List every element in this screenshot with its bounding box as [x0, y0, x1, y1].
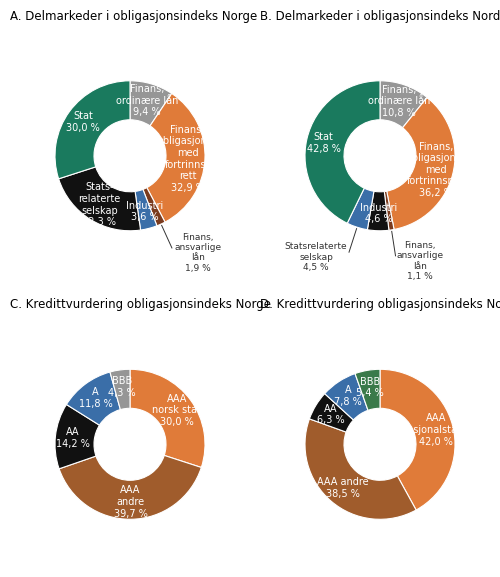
Text: BBB
5,4 %: BBB 5,4 % — [356, 377, 384, 398]
Text: Finans,
ansvarlige
lån
1,1 %: Finans, ansvarlige lån 1,1 % — [396, 241, 444, 281]
Text: BBB
4,3 %: BBB 4,3 % — [108, 376, 136, 398]
Wedge shape — [143, 188, 165, 226]
Text: A
11,8 %: A 11,8 % — [78, 387, 112, 409]
Text: AA
14,2 %: AA 14,2 % — [56, 427, 90, 448]
Wedge shape — [66, 372, 120, 425]
Wedge shape — [59, 455, 202, 519]
Wedge shape — [384, 191, 394, 230]
Text: AAA andre
38,5 %: AAA andre 38,5 % — [316, 477, 368, 499]
Wedge shape — [305, 81, 380, 223]
Wedge shape — [380, 81, 427, 128]
Wedge shape — [386, 98, 455, 230]
Text: Statsrelaterte
selskap
4,5 %: Statsrelaterte selskap 4,5 % — [285, 242, 348, 272]
Text: Stats-
relaterte
selskap
22,3 %: Stats- relaterte selskap 22,3 % — [78, 182, 120, 227]
Text: Finans,
ordinære lån
10,8 %: Finans, ordinære lån 10,8 % — [368, 85, 430, 118]
Wedge shape — [355, 369, 380, 410]
Wedge shape — [310, 394, 354, 432]
Text: D. Kredittvurdering obligasjonsindeks Norden: D. Kredittvurdering obligasjonsindeks No… — [260, 298, 500, 312]
Wedge shape — [368, 191, 389, 231]
Wedge shape — [324, 373, 368, 420]
Text: Stat
30,0 %: Stat 30,0 % — [66, 111, 100, 133]
Wedge shape — [55, 81, 130, 179]
Wedge shape — [380, 369, 455, 510]
Text: AA
6,3 %: AA 6,3 % — [317, 404, 344, 425]
Text: A
7,8 %: A 7,8 % — [334, 385, 362, 407]
Text: AAA
norsk stat
30,0 %: AAA norsk stat 30,0 % — [152, 394, 201, 427]
Wedge shape — [147, 93, 205, 222]
Text: Industri
3,6 %: Industri 3,6 % — [126, 201, 163, 223]
Wedge shape — [347, 188, 374, 230]
Wedge shape — [135, 189, 157, 230]
Text: AAA
nasjonalstater
42,0 %: AAA nasjonalstater 42,0 % — [401, 413, 471, 447]
Wedge shape — [55, 404, 100, 469]
Wedge shape — [110, 369, 130, 410]
Text: Industri
4,6 %: Industri 4,6 % — [360, 203, 397, 224]
Text: AAA
andre
39,7 %: AAA andre 39,7 % — [114, 485, 148, 519]
Wedge shape — [130, 369, 205, 467]
Text: Finans,
obligasjoner
med
fortrinns-
rett
32,9 %: Finans, obligasjoner med fortrinns- rett… — [158, 125, 218, 193]
Text: B. Delmarkeder i obligasjonsindeks Norden: B. Delmarkeder i obligasjonsindeks Norde… — [260, 10, 500, 23]
Wedge shape — [130, 81, 172, 126]
Text: Finans,
obligasjoner
med
fortrinnsrett
36,2 %: Finans, obligasjoner med fortrinnsrett 3… — [406, 141, 466, 198]
Wedge shape — [305, 419, 416, 519]
Text: Finans,
ordinære lån
9,4 %: Finans, ordinære lån 9,4 % — [116, 84, 178, 117]
Text: A. Delmarkeder i obligasjonsindeks Norge: A. Delmarkeder i obligasjonsindeks Norge — [10, 10, 257, 23]
Wedge shape — [58, 167, 140, 231]
Text: C. Kredittvurdering obligasjonsindeks Norge: C. Kredittvurdering obligasjonsindeks No… — [10, 298, 271, 312]
Text: Finans,
ansvarlige
lån
1,9 %: Finans, ansvarlige lån 1,9 % — [174, 233, 221, 273]
Text: Stat
42,8 %: Stat 42,8 % — [307, 132, 340, 153]
